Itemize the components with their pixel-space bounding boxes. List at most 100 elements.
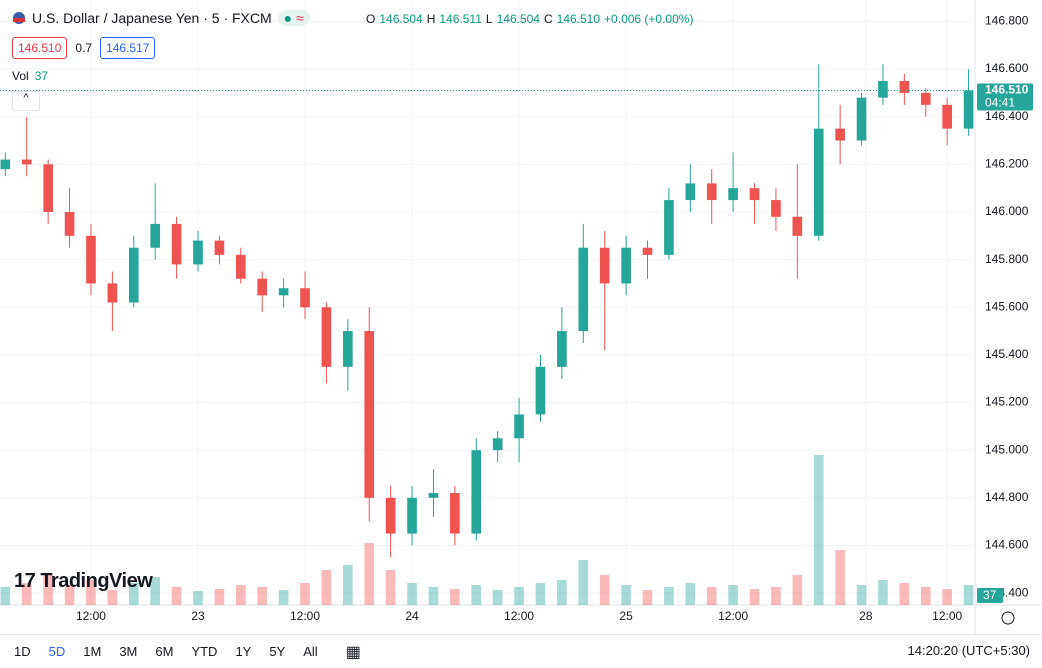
volume-bar xyxy=(920,587,931,605)
volume-bar xyxy=(300,583,310,605)
candle-body xyxy=(471,450,482,534)
clock: 14:20:20 (UTC+5:30) xyxy=(907,643,1030,658)
candle-body xyxy=(257,278,268,296)
volume-bar xyxy=(364,543,375,605)
volume-bar xyxy=(64,585,75,605)
y-tick-label: 146.800 xyxy=(985,14,1029,28)
volume-bar xyxy=(257,587,268,605)
c-label: C xyxy=(543,12,553,26)
volume-bar xyxy=(963,585,974,605)
candle-body xyxy=(856,97,867,141)
volume-bar xyxy=(471,585,482,605)
candle-body xyxy=(492,438,503,451)
x-tick-label: 12:00 xyxy=(290,609,320,623)
brand-logo[interactable]: 17 TradingView xyxy=(14,570,153,593)
candle-body xyxy=(86,235,96,284)
candle-body xyxy=(214,240,225,255)
y-tick-label: 145.600 xyxy=(985,299,1029,313)
volume-bar xyxy=(385,570,396,605)
volume-bar xyxy=(942,589,952,605)
candle-body xyxy=(535,366,546,415)
settings-icon[interactable] xyxy=(1001,611,1015,625)
candle-body xyxy=(385,497,396,534)
x-tick-label: 24 xyxy=(405,609,419,623)
candle-body xyxy=(300,288,310,308)
candle-body xyxy=(685,183,696,201)
candle-body xyxy=(578,247,589,332)
candle-body xyxy=(771,200,781,217)
volume-bar xyxy=(86,580,96,605)
volume-tag xyxy=(977,588,1003,603)
candle-body xyxy=(21,159,32,165)
volume-tag-label: 37 xyxy=(983,588,997,602)
candle-body xyxy=(557,331,567,367)
collapse-button[interactable]: ^ xyxy=(12,91,40,111)
market-status[interactable]: ● ≈ xyxy=(277,10,310,26)
range-button[interactable]: 5Y xyxy=(269,644,286,659)
range-button[interactable]: 1Y xyxy=(235,644,252,659)
y-tick-label: 144.800 xyxy=(985,490,1029,504)
volume-label: Vol xyxy=(12,69,29,83)
volume-bar xyxy=(514,587,524,605)
candle-body xyxy=(450,493,460,534)
volume-bar xyxy=(706,587,717,605)
candle-body xyxy=(107,283,118,303)
candle-body xyxy=(343,331,353,367)
volume-bar xyxy=(128,583,139,605)
y-tick-label: 146.200 xyxy=(985,157,1029,171)
y-tick-label: 145.800 xyxy=(985,252,1029,266)
countdown: 04:41 xyxy=(985,96,1015,110)
candle-body xyxy=(193,240,203,265)
sell-button[interactable]: 146.510 xyxy=(12,37,68,59)
candle-body xyxy=(0,159,11,170)
candle-body xyxy=(235,254,246,279)
volume-bar xyxy=(578,560,589,605)
candle-body xyxy=(64,211,75,236)
bid-ask: 146.510 0.7 146.517 xyxy=(12,37,156,59)
range-button[interactable]: All xyxy=(303,644,318,659)
range-button[interactable]: YTD xyxy=(191,644,218,659)
brand-mark: 17 xyxy=(14,570,41,592)
candle-body xyxy=(128,247,139,303)
volume-bar xyxy=(664,587,674,605)
range-button[interactable]: 6M xyxy=(155,644,174,659)
axes: 146.800 146.600 146.400 146.200 146.000 145.8… xyxy=(0,14,1033,625)
c-value: 146.510 xyxy=(556,12,601,26)
candle-body xyxy=(706,183,717,201)
volume-bar xyxy=(492,590,503,605)
l-label: L xyxy=(485,12,493,26)
volume-bar xyxy=(535,583,546,605)
volume-bar xyxy=(193,591,203,605)
candle-body xyxy=(920,92,931,105)
candle-body xyxy=(942,104,952,129)
range-button[interactable]: 5D xyxy=(48,644,66,659)
x-tick-label: 12:00 xyxy=(718,609,748,623)
candle-body xyxy=(899,80,910,93)
range-button[interactable]: 1M xyxy=(83,644,102,659)
date-range-icon[interactable]: ▦ xyxy=(345,643,361,661)
l-value: 146.504 xyxy=(496,12,540,26)
range-button[interactable]: 3M xyxy=(119,644,138,659)
buy-button[interactable]: 146.517 xyxy=(100,37,156,59)
x-tick-label: 12:00 xyxy=(76,609,106,623)
volume-bar xyxy=(899,583,910,605)
candle-body xyxy=(278,288,289,296)
last-price-label: 146.510 xyxy=(985,83,1029,97)
h-value: 146.511 xyxy=(439,12,482,26)
candle-body xyxy=(407,497,417,534)
symbol-title[interactable]: U.S. Dollar / Japanese Yen · 5 · FXCM xyxy=(32,10,272,26)
change: +0.006 (+0.00%) xyxy=(604,12,694,26)
candle-body xyxy=(728,188,738,201)
volume-bars xyxy=(0,455,974,605)
y-tick-label: 145.400 xyxy=(985,347,1029,361)
x-tick-label: 23 xyxy=(191,609,205,623)
volume-bar xyxy=(771,587,781,605)
candle-body xyxy=(642,247,653,255)
volume-legend: Vol 37 xyxy=(12,69,48,83)
volume-bar xyxy=(792,575,803,605)
volume-bar xyxy=(813,455,824,605)
range-button[interactable]: 1D xyxy=(14,644,31,659)
ohlc-legend: O 146.504 H 146.511 L 146.504 C 146.510 +0.0… xyxy=(366,12,693,26)
volume-bar xyxy=(599,575,610,605)
